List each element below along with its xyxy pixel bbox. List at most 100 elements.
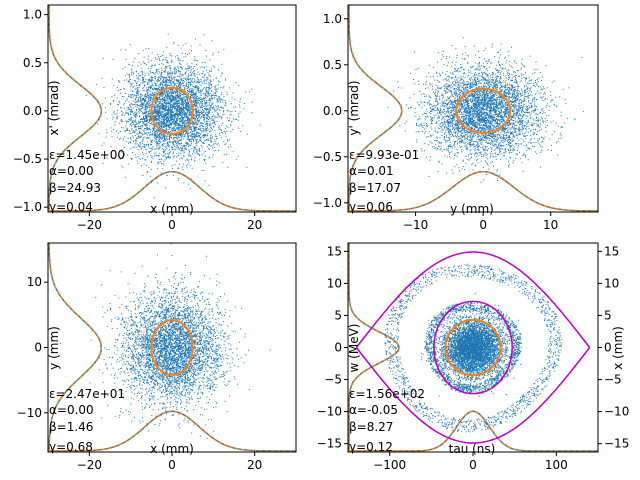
axes-frame [347, 4, 599, 213]
y-ticks: −1.0 −0.5 0.0 0.5 1.0 [313, 12, 348, 210]
y2-axis-label: x (mm) [611, 326, 625, 370]
panel-x-xprime: −20 0 20 −1.0 −0.5 0.0 0.5 1.0 x (mm) x' (mrad… [13, 4, 297, 232]
y-tick-label: 0.5 [323, 58, 342, 72]
x-tick-label: 0 [168, 458, 176, 472]
y-tick-label: 15 [327, 244, 342, 258]
y2-tick-label: 0 [604, 341, 612, 355]
separatrix-lower [355, 347, 591, 444]
y-axis-label: x' (mrad) [47, 80, 61, 135]
y-tick-label: 10 [27, 275, 42, 289]
x-ticks: −20 0 20 [77, 452, 262, 472]
y-tick-label: 0 [334, 341, 342, 355]
y-tick-label: 0.5 [23, 56, 42, 70]
y-tick-label: −1.0 [313, 196, 342, 210]
profiles [348, 5, 598, 212]
param-alpha: α=0.00 [49, 403, 94, 417]
y-tick-label: 1.0 [323, 12, 342, 26]
separatrix-upper [355, 251, 591, 348]
y-tick-label: 0.0 [323, 104, 342, 118]
x-axis-label: x (mm) [150, 442, 194, 456]
profiles [348, 243, 598, 452]
scatter-points [85, 33, 261, 199]
panel-tau-w: −100 0 100 −15 −10 −5 0 5 10 15 −15 −10 −5 0 5 10 15 t… [317, 242, 629, 472]
rms-ellipse [150, 319, 194, 376]
vertical-profile [348, 5, 403, 212]
param-emittance: ε=1.45e+00 [49, 148, 125, 162]
vertical-profile-fit [48, 5, 103, 212]
y-tick-label: 5 [334, 308, 342, 322]
scatter-points [384, 263, 562, 433]
separatrix [355, 251, 591, 444]
inner-orbit [433, 300, 513, 395]
x-ticks: −10 0 10 [403, 212, 558, 232]
profiles [48, 5, 296, 212]
param-beta: β=24.93 [49, 181, 101, 195]
param-beta: β=1.46 [49, 420, 93, 434]
y-axis-label: y (mm) [47, 326, 61, 370]
x-tick-label: 20 [247, 218, 262, 232]
panel-y-yprime: −10 0 10 −1.0 −0.5 0.0 0.5 1.0 y (mm) y' (mrad… [313, 4, 599, 232]
rms-ellipse [150, 86, 194, 136]
y2-ticks: −15 −10 −5 0 5 10 15 [598, 244, 629, 451]
horizontal-profile-fit [48, 170, 296, 212]
scatter-points [387, 37, 585, 183]
vertical-profile-fit [348, 243, 400, 452]
horizontal-profile-fit [348, 170, 598, 212]
y-ticks: −10 0 10 [17, 275, 48, 420]
x-tick-label: 0 [469, 458, 477, 472]
y-tick-label: −5 [324, 373, 342, 387]
y-tick-label: −0.5 [313, 150, 342, 164]
rms-ellipse [444, 318, 502, 377]
panel-x-y: −20 0 20 −10 0 10 x (mm) y (mm) ε=2.47e+01 α… [17, 242, 297, 472]
x-ticks: −20 0 20 [77, 212, 262, 232]
param-emittance: ε=1.56e+02 [349, 387, 425, 401]
x-tick-label: −20 [77, 458, 102, 472]
rms-ellipse [455, 87, 512, 134]
horizontal-profile-fit [48, 410, 296, 452]
scatter-point-cloud [59, 243, 271, 442]
x-tick-label: −20 [77, 218, 102, 232]
y-ticks: −15 −10 −5 0 5 10 15 [317, 244, 348, 451]
y-axis-label: w (MeV) [347, 324, 361, 373]
y-tick-label: −1.0 [13, 200, 42, 214]
x-tick-label: 0 [479, 218, 487, 232]
y-tick-label: 0.0 [23, 104, 42, 118]
y2-tick-label: 10 [604, 276, 619, 290]
horizontal-profile-fit [348, 410, 598, 452]
vertical-profile-fit [48, 243, 103, 452]
x-tick-label: 0 [168, 218, 176, 232]
x-ticks: −100 0 100 [373, 452, 568, 472]
x-axis-label: tau (ns) [449, 442, 496, 456]
param-beta: β=8.27 [349, 420, 393, 434]
param-gamma: γ=0.68 [49, 440, 93, 454]
param-alpha: α=0.00 [49, 164, 94, 178]
y-tick-label: −10 [317, 405, 342, 419]
y-ticks: −1.0 −0.5 0.0 0.5 1.0 [13, 8, 48, 214]
y2-tick-label: 15 [604, 244, 619, 258]
x-tick-label: 20 [247, 458, 262, 472]
param-alpha: α=0.01 [349, 164, 394, 178]
param-emittance: ε=2.47e+01 [49, 387, 125, 401]
x-tick-label: −10 [403, 218, 428, 232]
y-tick-label: −0.5 [13, 152, 42, 166]
y-tick-label: 0 [34, 341, 42, 355]
param-beta: β=17.07 [349, 181, 401, 195]
y-tick-label: −10 [17, 406, 42, 420]
profiles [48, 243, 296, 452]
y2-tick-label: −15 [604, 437, 629, 451]
y-tick-label: −15 [317, 437, 342, 451]
x-tick-label: 100 [545, 458, 568, 472]
param-gamma: γ=0.06 [349, 200, 393, 214]
param-gamma: γ=0.12 [349, 440, 393, 454]
scatter-point-cloud [85, 33, 261, 199]
y-tick-label: 10 [327, 276, 342, 290]
param-gamma: γ=0.04 [49, 200, 93, 214]
x-axis-label: x (mm) [150, 202, 194, 216]
x-tick-label: −100 [373, 458, 406, 472]
y-axis-label: y' (mrad) [347, 80, 361, 135]
y2-tick-label: 5 [604, 308, 612, 322]
y2-tick-label: −5 [604, 373, 622, 387]
param-alpha: α=-0.05 [349, 403, 398, 417]
x-axis-label: y (mm) [450, 202, 494, 216]
